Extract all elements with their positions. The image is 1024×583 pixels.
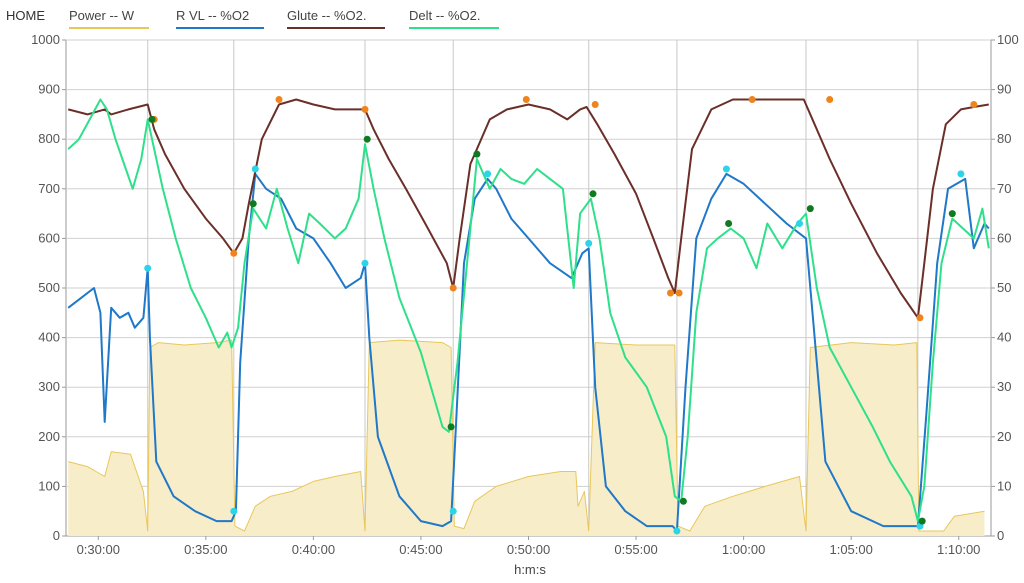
y-axis-right: 0 10 20 30 40 50 60 70 80 90 100 [991, 32, 1019, 543]
y-right-tick-label: 20 [997, 429, 1011, 444]
x-axis-label: h:m:s [514, 562, 546, 577]
legend-swatch-power [69, 27, 149, 29]
legend-swatch-glute [287, 27, 385, 29]
marker-r-vl [722, 165, 730, 173]
marker-r-vl [251, 165, 259, 173]
marker-glute [361, 105, 369, 113]
y-right-tick-label: 90 [997, 82, 1011, 97]
y-left-tick-label: 900 [38, 82, 60, 97]
marker-delt [679, 497, 687, 505]
marker-delt [589, 190, 597, 198]
y-left-tick-label: 800 [38, 131, 60, 146]
marker-delt [148, 115, 156, 123]
marker-delt [918, 517, 926, 525]
y-left-tick-label: 700 [38, 181, 60, 196]
series-line-glute [67, 98, 989, 319]
y-left-tick-label: 1000 [31, 32, 60, 47]
marker-glute [230, 249, 238, 257]
marker-r-vl [796, 220, 803, 227]
x-tick-label: 1:05:00 [829, 542, 872, 557]
series-line-r-vl [67, 172, 990, 532]
marker-glute [449, 284, 457, 292]
y-right-tick-label: 0 [997, 528, 1004, 543]
legend-item-r-vl[interactable]: R VL -- %O2 [176, 8, 264, 29]
marker-glute [667, 289, 674, 297]
y-right-tick-label: 50 [997, 280, 1011, 295]
home-link[interactable]: HOME [6, 8, 45, 23]
series-group [67, 98, 990, 536]
marker-glute [591, 101, 599, 108]
legend-swatch-r-vl [176, 27, 264, 29]
markers-group [144, 96, 978, 535]
marker-glute [916, 314, 924, 322]
marker-delt [363, 135, 371, 143]
y-left-tick-label: 0 [53, 528, 60, 543]
y-left-tick-label: 400 [38, 330, 60, 345]
marker-r-vl [673, 527, 681, 535]
series-area-power [68, 340, 985, 536]
marker-delt [447, 423, 455, 431]
legend-item-glute[interactable]: Glute -- %O2. [287, 8, 385, 29]
x-tick-label: 0:40:00 [292, 542, 335, 557]
marker-delt [948, 210, 956, 218]
marker-delt [249, 200, 257, 208]
marker-r-vl [144, 264, 152, 272]
y-axis-left: 0 100 200 300 400 500 600 700 800 900 1000 [31, 32, 66, 543]
y-right-tick-label: 30 [997, 379, 1011, 394]
y-right-tick-label: 10 [997, 478, 1011, 493]
x-tick-label: 0:55:00 [614, 542, 657, 557]
x-tick-label: 0:45:00 [399, 542, 442, 557]
series-line-delt [67, 98, 990, 523]
y-right-tick-label: 80 [997, 131, 1011, 146]
marker-glute [522, 96, 530, 103]
x-tick-label: 0:50:00 [507, 542, 550, 557]
series-line-power [68, 339, 985, 532]
marker-r-vl [361, 259, 369, 267]
marker-glute [748, 96, 756, 103]
marker-delt [806, 205, 814, 213]
y-right-tick-label: 60 [997, 230, 1011, 245]
y-left-tick-label: 600 [38, 230, 60, 245]
legend-item-delt[interactable]: Delt -- %O2. [409, 8, 499, 29]
legend-swatch-delt [409, 27, 499, 29]
x-tick-label: 1:10:00 [937, 542, 980, 557]
x-tick-label: 1:00:00 [722, 542, 765, 557]
marker-delt [725, 220, 733, 227]
y-left-tick-label: 200 [38, 429, 60, 444]
marker-r-vl [585, 239, 593, 247]
marker-glute [826, 96, 834, 103]
legend-label-r-vl: R VL -- %O2 [176, 8, 250, 23]
legend-label-delt: Delt -- %O2. [409, 8, 481, 23]
marker-glute [970, 101, 978, 108]
marker-glute [275, 96, 283, 103]
y-left-tick-label: 500 [38, 280, 60, 295]
legend-label-power: Power -- W [69, 8, 134, 23]
marker-r-vl [449, 507, 457, 515]
y-left-tick-label: 100 [38, 478, 60, 493]
x-axis: 0:30:00 0:35:00 0:40:00 0:45:00 0:50:00 0:55:… [77, 536, 980, 557]
legend-item-power[interactable]: Power -- W [69, 8, 149, 29]
y-right-tick-label: 70 [997, 181, 1011, 196]
marker-r-vl [957, 170, 965, 178]
marker-delt [473, 150, 481, 158]
y-left-tick-label: 300 [38, 379, 60, 394]
x-tick-label: 0:30:00 [77, 542, 120, 557]
x-tick-label: 0:35:00 [184, 542, 227, 557]
marker-r-vl [484, 170, 492, 178]
legend: HOME Power -- W R VL -- %O2 Glute -- %O2… [0, 0, 1024, 30]
marker-glute [675, 289, 683, 297]
marker-r-vl [230, 507, 238, 515]
y-right-tick-label: 100 [997, 32, 1019, 47]
legend-label-glute: Glute -- %O2. [287, 8, 367, 23]
y-right-tick-label: 40 [997, 330, 1011, 345]
